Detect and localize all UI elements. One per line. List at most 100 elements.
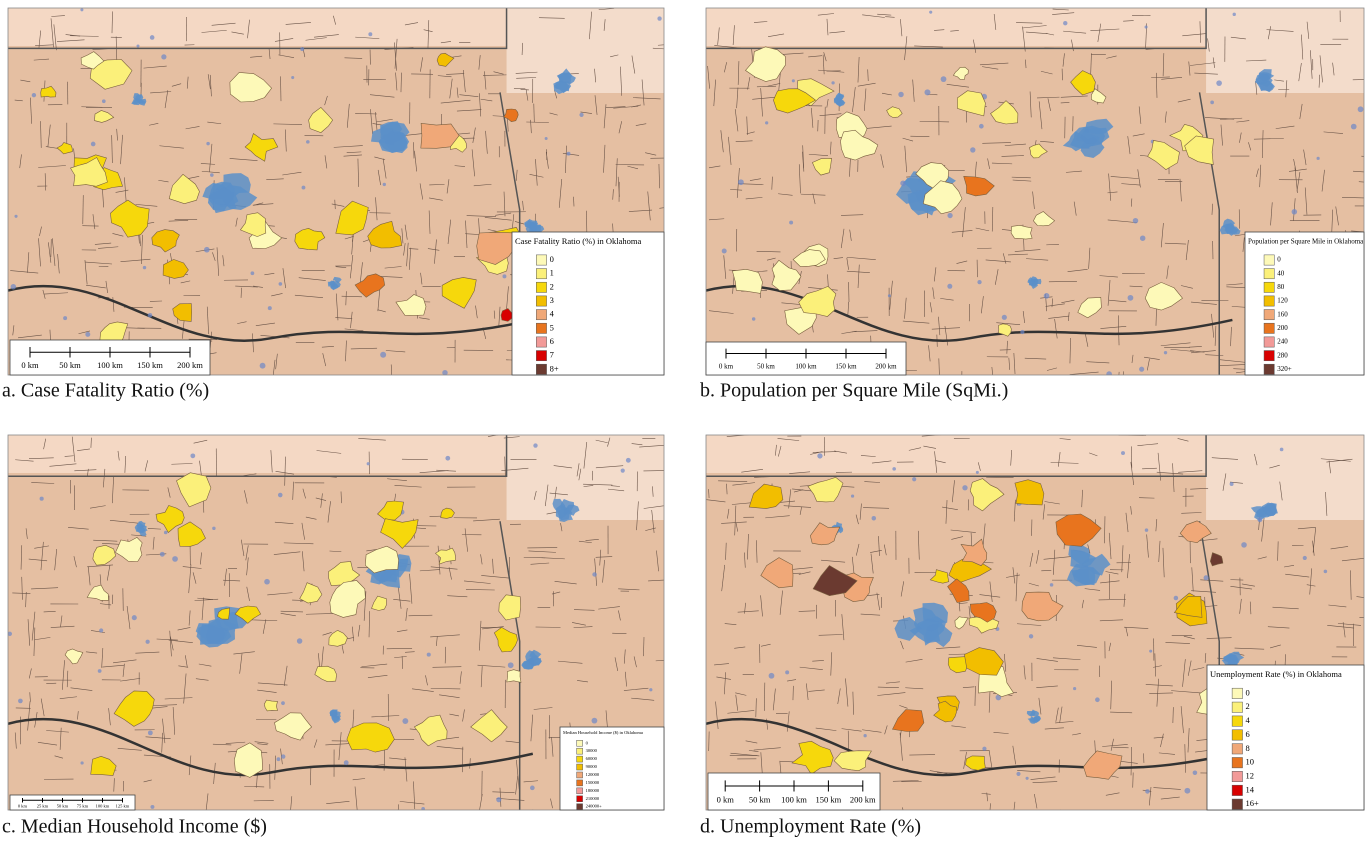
scale-label: 0 km <box>21 360 39 370</box>
legend-swatch <box>1264 269 1274 279</box>
town <box>1292 209 1298 215</box>
caption: d. Unemployment Rate (%) <box>700 816 921 838</box>
town <box>264 579 270 585</box>
scale-label: 0 km <box>717 795 735 805</box>
legend-swatch <box>536 323 546 333</box>
legend-swatch <box>1264 310 1274 320</box>
legend-label: 8+ <box>550 363 559 373</box>
town <box>383 183 386 186</box>
town <box>785 670 789 674</box>
town <box>789 221 793 225</box>
legend-label: 240 <box>1277 338 1288 346</box>
legend-swatch <box>577 772 583 778</box>
town <box>898 92 903 97</box>
caption: c. Median Household Income ($) <box>2 816 267 838</box>
town <box>1351 124 1357 130</box>
neighbor-state <box>507 435 664 520</box>
legend-box <box>560 727 664 810</box>
town <box>979 124 984 129</box>
town <box>1164 351 1167 354</box>
town <box>80 8 83 11</box>
town <box>1029 634 1033 638</box>
town <box>831 81 834 84</box>
town <box>929 11 932 14</box>
town <box>1358 106 1364 112</box>
legend: Unemployment Rate (%) in Oklahoma0246810… <box>1207 665 1364 810</box>
legend-swatch <box>536 255 546 265</box>
neighbor-state <box>1206 435 1364 520</box>
town <box>1073 687 1076 690</box>
zip-highlight <box>347 723 395 752</box>
town <box>1193 770 1198 775</box>
town <box>132 615 137 620</box>
town <box>872 516 876 520</box>
legend-swatch <box>1232 785 1242 795</box>
town <box>14 215 17 218</box>
legend-label: 210000 <box>586 796 600 801</box>
legend-label: 240000+ <box>586 804 603 809</box>
legend-swatch <box>1232 716 1242 726</box>
scale-label: 25 km <box>37 803 49 808</box>
town <box>291 76 294 79</box>
town <box>1139 367 1144 372</box>
town <box>1145 528 1149 532</box>
legend-swatch <box>1232 744 1242 754</box>
legend-swatch <box>536 337 546 347</box>
legend-swatch <box>577 796 583 802</box>
town <box>150 35 155 40</box>
scale-label: 200 km <box>177 360 203 370</box>
legend-label: 16+ <box>1246 798 1260 808</box>
scale-label: 50 km <box>749 795 771 805</box>
town <box>81 761 84 764</box>
town <box>592 718 598 724</box>
town <box>1241 542 1247 548</box>
town <box>148 730 153 735</box>
legend-title: Unemployment Rate (%) in Oklahoma <box>1210 669 1342 679</box>
town <box>947 284 952 289</box>
town <box>722 248 727 253</box>
neighbor-state <box>507 8 664 93</box>
town <box>367 462 370 465</box>
town <box>1133 218 1138 223</box>
town <box>863 734 866 737</box>
legend-label: 10 <box>1246 757 1255 767</box>
legend-label: 7 <box>550 350 554 360</box>
scale-label: 100 km <box>781 795 807 805</box>
zip-boundary <box>1257 808 1258 825</box>
town <box>172 556 178 562</box>
scale-label: 150 km <box>816 795 842 805</box>
legend-swatch <box>1232 730 1242 740</box>
town <box>302 186 306 190</box>
legend-label: 150000 <box>586 780 600 785</box>
town <box>530 786 535 791</box>
town <box>278 493 283 498</box>
zip-highlight <box>1015 480 1044 505</box>
scale-label: 200 km <box>875 362 897 370</box>
map-panel: Population per Square Mile in Oklahoma04… <box>704 8 1370 400</box>
town <box>281 701 285 705</box>
town <box>306 140 310 144</box>
zip-boundary <box>1121 371 1124 399</box>
town <box>851 494 854 497</box>
legend-label: 200 <box>1277 324 1288 332</box>
legend-label: 4 <box>1246 715 1251 725</box>
town <box>1317 157 1320 160</box>
town <box>260 363 266 369</box>
legend-swatch <box>577 740 583 746</box>
zip-highlight <box>264 700 277 711</box>
legend-label: 6 <box>1246 729 1250 739</box>
town <box>164 531 168 535</box>
town <box>1257 517 1262 522</box>
zip-boundary <box>533 810 535 820</box>
town <box>976 471 979 474</box>
town <box>900 180 906 186</box>
town <box>1026 777 1029 780</box>
town <box>402 718 408 724</box>
town <box>32 93 36 97</box>
town <box>102 99 106 103</box>
legend-swatch <box>1264 282 1274 292</box>
legend-box <box>512 232 664 375</box>
